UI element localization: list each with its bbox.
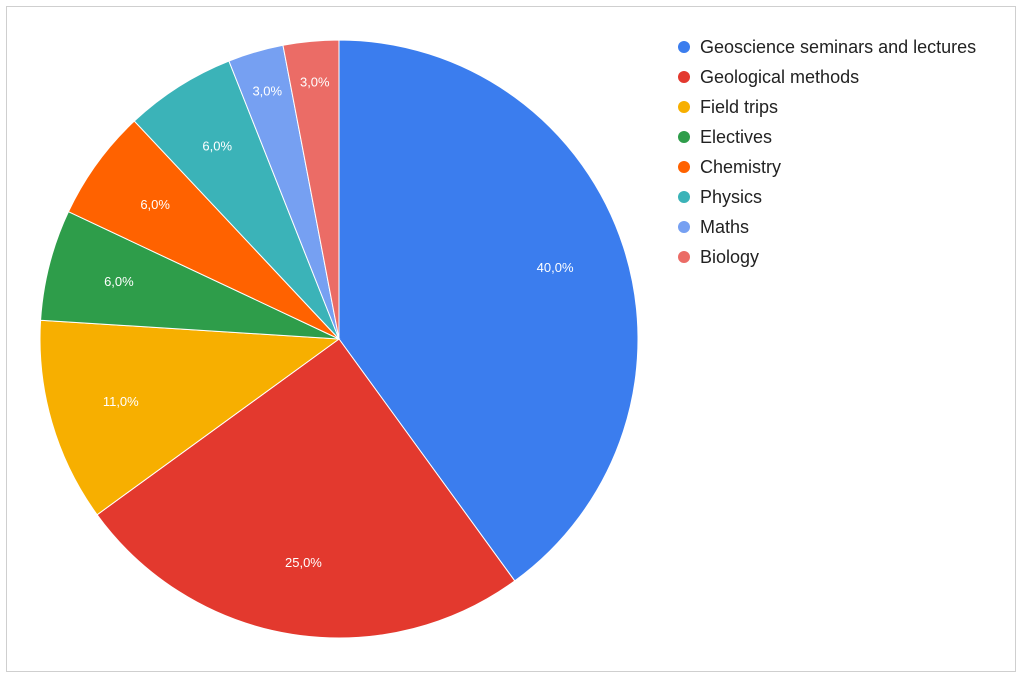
legend-item[interactable]: Field trips [676, 96, 996, 118]
legend-label: Maths [700, 217, 750, 237]
legend-swatch-icon [678, 101, 690, 113]
pie-slice-2[interactable] [39, 319, 341, 516]
slice-data-label: 3,0% [300, 74, 330, 89]
legend-label: Geoscience seminars and lectures [700, 37, 977, 57]
legend-item[interactable]: Biology [676, 246, 996, 268]
legend-label: Chemistry [700, 157, 782, 177]
slice-data-label: 6,0% [104, 274, 134, 289]
slice-data-label: 11,0% [103, 394, 139, 409]
pie-slice-0[interactable] [338, 39, 639, 582]
slice-data-label: 3,0% [252, 84, 282, 99]
legend-swatch-icon [678, 131, 690, 143]
legend-swatch-icon [678, 221, 690, 233]
legend-swatch-icon [678, 161, 690, 173]
legend-item[interactable]: Chemistry [676, 156, 996, 178]
slice-data-label: 40,0% [537, 260, 574, 275]
slice-data-label: 25,0% [285, 555, 322, 570]
legend-swatch-icon [678, 41, 690, 53]
legend-swatch-icon [678, 251, 690, 263]
pie-slice-7[interactable] [282, 39, 340, 340]
legend-label: Geological methods [700, 67, 860, 87]
legend-label: Physics [700, 187, 763, 207]
legend-swatch-icon [678, 71, 690, 83]
slice-data-label: 6,0% [140, 197, 170, 212]
legend-label: Electives [700, 127, 773, 147]
slice-data-label: 6,0% [202, 139, 232, 154]
legend-item[interactable]: Electives [676, 126, 996, 148]
chart-legend: Geoscience seminars and lectures Geologic… [676, 36, 996, 276]
pie-slice-1[interactable] [96, 338, 516, 639]
legend-item[interactable]: Geoscience seminars and lectures [676, 36, 996, 58]
legend-item[interactable]: Geological methods [676, 66, 996, 88]
legend-item[interactable]: Physics [676, 186, 996, 208]
legend-swatch-icon [678, 191, 690, 203]
legend-item[interactable]: Maths [676, 216, 996, 238]
legend-label: Field trips [700, 97, 779, 117]
legend-label: Biology [700, 247, 760, 267]
